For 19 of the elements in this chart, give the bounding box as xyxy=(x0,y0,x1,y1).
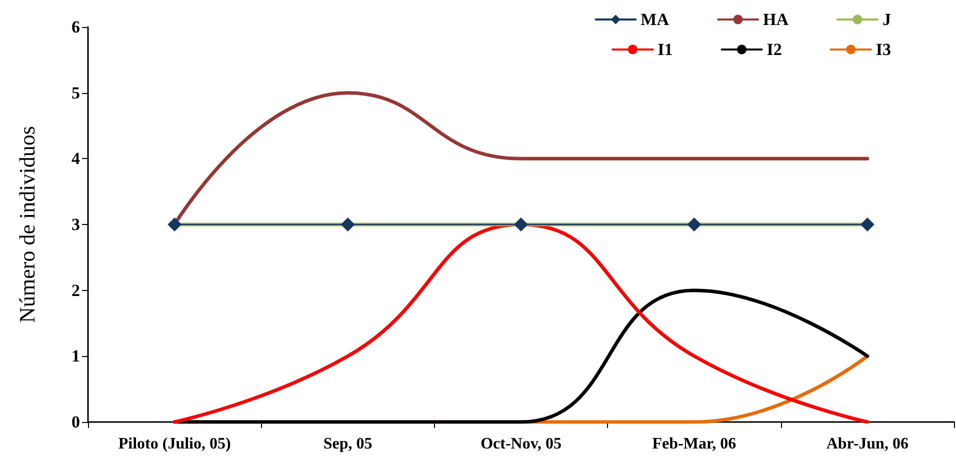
x-tick-label: Sep, 05 xyxy=(323,436,372,452)
y-axis-title: Número de individuos xyxy=(14,126,40,323)
y-tick-label: 1 xyxy=(72,346,80,366)
y-tick-label: 6 xyxy=(72,18,80,36)
x-tick-label: Oct-Nov, 05 xyxy=(480,436,562,452)
y-tick-label: 5 xyxy=(72,83,80,102)
legend-label: J xyxy=(882,10,892,29)
legend-label: I3 xyxy=(876,40,892,59)
y-tick-label: 3 xyxy=(72,215,80,234)
y-tick-label: 2 xyxy=(72,280,80,300)
x-tick-label: Abr-Jun, 06 xyxy=(826,436,908,452)
legend-label: MA xyxy=(640,10,670,29)
legend-label: I2 xyxy=(766,40,782,59)
y-tick-label: 4 xyxy=(72,149,80,168)
y-tick-label: 0 xyxy=(72,412,80,432)
x-tick-label: Piloto (Julio, 05) xyxy=(118,436,231,452)
x-tick-label: Feb-Mar, 06 xyxy=(652,436,736,452)
legend-label: I1 xyxy=(658,40,673,59)
legend-label: HA xyxy=(763,10,790,29)
